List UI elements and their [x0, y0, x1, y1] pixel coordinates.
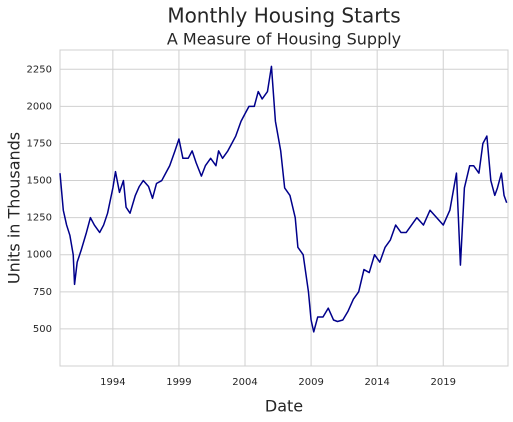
- y-tick-label: 1750: [27, 138, 52, 149]
- chart-subtitle: A Measure of Housing Supply: [167, 30, 401, 49]
- plot-frame: [59, 49, 509, 367]
- y-axis-label: Units in Thousands: [5, 132, 24, 284]
- chart-title: Monthly Housing Starts: [167, 4, 400, 28]
- x-tick-label: 1999: [166, 377, 191, 388]
- x-tick-label: 1994: [100, 377, 125, 388]
- y-tick-label: 1250: [27, 213, 52, 224]
- x-tick-label: 2004: [232, 377, 257, 388]
- x-tick-label: 2014: [364, 377, 389, 388]
- y-tick-label: 2250: [27, 64, 52, 75]
- y-tick-label: 750: [33, 287, 52, 298]
- y-tick-label: 1500: [27, 176, 52, 187]
- y-tick-label: 2000: [27, 101, 52, 112]
- x-tick-label: 2009: [298, 377, 323, 388]
- x-tick-label: 2019: [431, 377, 456, 388]
- x-axis-label: Date: [265, 397, 303, 416]
- y-tick-label: 500: [33, 324, 52, 335]
- data-line: [59, 65, 508, 333]
- y-tick-label: 1000: [27, 250, 52, 261]
